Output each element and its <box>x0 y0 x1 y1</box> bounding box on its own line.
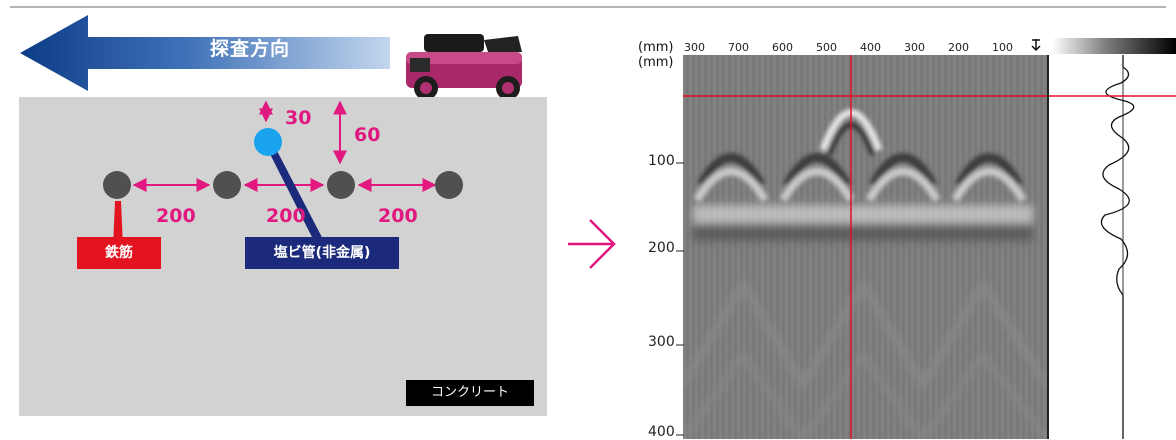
cover-60-label: 60 <box>354 124 381 146</box>
x-tick-7: 200 <box>948 41 969 54</box>
scan-direction-label: 探査方向 <box>209 38 290 60</box>
y-axis-unit: (mm) <box>638 55 674 70</box>
pipe-leader <box>269 147 327 247</box>
y-tick-2: 200 <box>648 240 675 256</box>
x-axis-unit: (mm) <box>638 40 674 55</box>
y-axis-ticks <box>676 162 684 436</box>
marker-icon <box>1031 39 1041 52</box>
gpr-device-icon <box>406 34 522 100</box>
x-tick-4: 500 <box>816 41 837 54</box>
rebar-dot-2 <box>213 171 241 199</box>
x-tick-8: 100 <box>992 41 1013 54</box>
cover-30-label: 30 <box>285 107 312 129</box>
rebar-dot-1 <box>103 171 131 199</box>
x-tick-6: 300 <box>904 41 925 54</box>
pvc-pipe-label: 塩ビ管(非金属) <box>245 237 399 269</box>
rebar-label: 鉄筋 <box>77 237 161 269</box>
rebar-dot-3 <box>327 171 355 199</box>
x-tick-3: 600 <box>772 41 793 54</box>
pvc-pipe-dot <box>254 128 282 156</box>
y-tick-3: 300 <box>648 334 675 350</box>
spacing-label-1: 200 <box>156 205 196 227</box>
transition-arrow-icon <box>568 219 616 269</box>
x-tick-5: 400 <box>860 41 881 54</box>
y-tick-4: 400 <box>648 424 675 440</box>
waveform-trace <box>1049 55 1176 439</box>
rebar-layout-diagram <box>103 100 463 247</box>
waveform-panel <box>1047 55 1176 439</box>
spacing-label-2: 200 <box>266 205 306 227</box>
concrete-label: コンクリート <box>406 380 534 406</box>
rebar-leader <box>113 201 123 247</box>
spacing-label-3: 200 <box>378 205 418 227</box>
top-divider <box>10 6 1166 8</box>
amplitude-scale-bar <box>1052 38 1176 54</box>
x-tick-1: 300 <box>684 41 705 54</box>
x-tick-2: 700 <box>728 41 749 54</box>
y-tick-1: 100 <box>648 153 675 169</box>
radargram-image <box>683 55 1047 439</box>
scan-direction-arrow <box>20 15 390 91</box>
rebar-dot-4 <box>435 171 463 199</box>
